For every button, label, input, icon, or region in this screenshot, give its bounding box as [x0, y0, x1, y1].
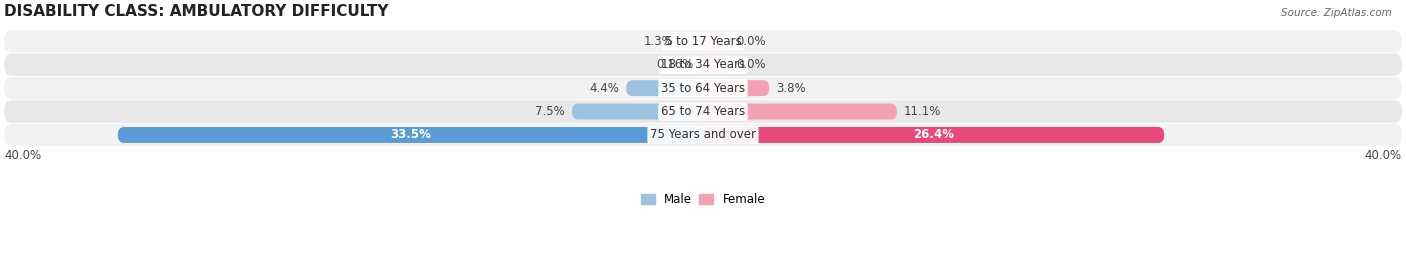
Text: 0.16%: 0.16%	[657, 58, 693, 71]
Text: 1.3%: 1.3%	[644, 35, 673, 48]
FancyBboxPatch shape	[4, 77, 1402, 99]
Legend: Male, Female: Male, Female	[641, 193, 765, 206]
Text: Source: ZipAtlas.com: Source: ZipAtlas.com	[1281, 8, 1392, 18]
FancyBboxPatch shape	[626, 80, 703, 96]
Text: 40.0%: 40.0%	[1365, 149, 1402, 162]
FancyBboxPatch shape	[4, 54, 1402, 76]
FancyBboxPatch shape	[681, 33, 703, 49]
FancyBboxPatch shape	[572, 104, 703, 120]
Text: 26.4%: 26.4%	[912, 128, 955, 142]
Text: DISABILITY CLASS: AMBULATORY DIFFICULTY: DISABILITY CLASS: AMBULATORY DIFFICULTY	[4, 4, 388, 19]
Text: 5 to 17 Years: 5 to 17 Years	[665, 35, 741, 48]
Text: 65 to 74 Years: 65 to 74 Years	[661, 105, 745, 118]
Text: 4.4%: 4.4%	[589, 82, 619, 95]
FancyBboxPatch shape	[703, 80, 769, 96]
Text: 11.1%: 11.1%	[904, 105, 941, 118]
Text: 0.0%: 0.0%	[737, 58, 766, 71]
FancyBboxPatch shape	[4, 30, 1402, 53]
FancyBboxPatch shape	[697, 57, 706, 73]
Text: 7.5%: 7.5%	[536, 105, 565, 118]
FancyBboxPatch shape	[703, 104, 897, 120]
Text: 75 Years and over: 75 Years and over	[650, 128, 756, 142]
Text: 35 to 64 Years: 35 to 64 Years	[661, 82, 745, 95]
Text: 18 to 34 Years: 18 to 34 Years	[661, 58, 745, 71]
FancyBboxPatch shape	[4, 124, 1402, 146]
FancyBboxPatch shape	[703, 57, 730, 73]
FancyBboxPatch shape	[4, 100, 1402, 123]
Text: 40.0%: 40.0%	[4, 149, 41, 162]
Text: 33.5%: 33.5%	[389, 128, 430, 142]
FancyBboxPatch shape	[703, 127, 1164, 143]
FancyBboxPatch shape	[118, 127, 703, 143]
FancyBboxPatch shape	[703, 33, 730, 49]
Text: 3.8%: 3.8%	[776, 82, 806, 95]
Text: 0.0%: 0.0%	[737, 35, 766, 48]
